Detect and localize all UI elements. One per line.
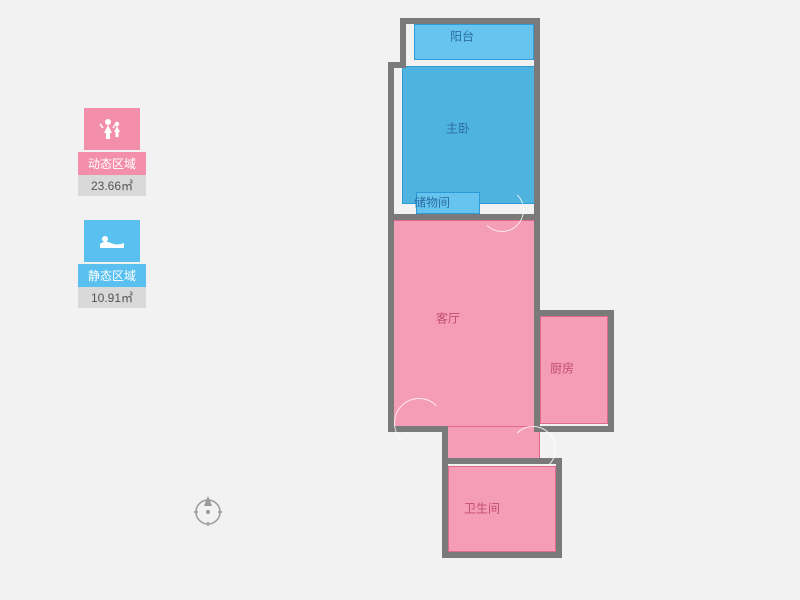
sleep-icon <box>97 230 127 252</box>
wall-segment <box>388 62 394 432</box>
legend-static-title: 静态区域 <box>78 264 146 287</box>
compass-icon <box>190 492 226 528</box>
label-bedroom: 主卧 <box>446 120 470 137</box>
wall-segment <box>556 458 562 558</box>
wall-segment <box>608 310 614 432</box>
wall-segment <box>442 426 448 462</box>
label-kitchen: 厨房 <box>550 360 574 377</box>
wall-segment <box>400 18 406 68</box>
label-storage: 储物间 <box>414 194 450 211</box>
wall-segment <box>534 18 540 218</box>
wall-segment <box>442 458 448 558</box>
legend-static-value: 10.91㎡ <box>78 287 146 308</box>
legend-static-icon-box <box>84 220 140 262</box>
legend-panel: 动态区域 23.66㎡ 静态区域 10.91㎡ <box>78 108 146 332</box>
label-bath: 卫生间 <box>464 500 500 517</box>
wall-segment <box>534 310 614 316</box>
people-icon <box>98 115 126 143</box>
legend-static: 静态区域 10.91㎡ <box>78 220 146 308</box>
legend-dynamic-value: 23.66㎡ <box>78 175 146 196</box>
floor-plan: 阳台 主卧 储物间 客厅 厨房 卫生间 <box>370 18 640 578</box>
wall-segment <box>442 552 562 558</box>
legend-dynamic-title: 动态区域 <box>78 152 146 175</box>
legend-dynamic-icon-box <box>84 108 140 150</box>
wall-segment <box>400 18 540 24</box>
wall-segment <box>534 214 540 314</box>
legend-dynamic: 动态区域 23.66㎡ <box>78 108 146 196</box>
wall-segment <box>534 310 540 432</box>
label-living: 客厅 <box>436 310 460 327</box>
label-balcony: 阳台 <box>450 28 474 45</box>
